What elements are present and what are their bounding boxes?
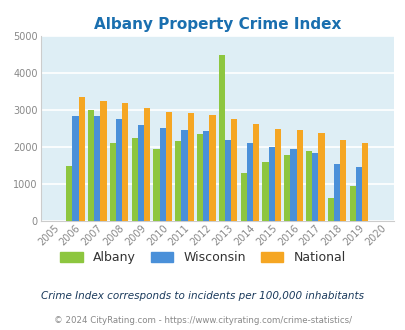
Bar xyxy=(339,140,345,221)
Bar xyxy=(355,167,361,221)
Bar xyxy=(153,149,159,221)
Bar xyxy=(165,112,172,221)
Bar xyxy=(72,116,79,221)
Text: Crime Index corresponds to incidents per 100,000 inhabitants: Crime Index corresponds to incidents per… xyxy=(41,291,364,301)
Text: © 2024 CityRating.com - https://www.cityrating.com/crime-statistics/: © 2024 CityRating.com - https://www.city… xyxy=(54,316,351,325)
Bar xyxy=(296,130,302,221)
Bar xyxy=(252,124,258,221)
Bar xyxy=(66,166,72,221)
Bar xyxy=(327,198,333,221)
Title: Albany Property Crime Index: Albany Property Crime Index xyxy=(93,17,340,32)
Bar xyxy=(209,115,215,221)
Bar xyxy=(131,138,137,221)
Legend: Albany, Wisconsin, National: Albany, Wisconsin, National xyxy=(55,246,350,269)
Bar xyxy=(144,108,150,221)
Bar xyxy=(110,144,116,221)
Bar xyxy=(361,143,367,221)
Bar xyxy=(224,140,230,221)
Bar xyxy=(268,147,274,221)
Bar xyxy=(203,131,209,221)
Bar xyxy=(196,134,203,221)
Bar xyxy=(305,151,311,221)
Bar xyxy=(318,133,324,221)
Bar xyxy=(274,129,280,221)
Bar xyxy=(284,154,290,221)
Bar xyxy=(159,128,165,221)
Bar xyxy=(218,55,224,221)
Bar xyxy=(137,125,144,221)
Bar xyxy=(262,162,268,221)
Bar xyxy=(116,118,122,221)
Bar xyxy=(240,173,246,221)
Bar xyxy=(311,153,318,221)
Bar xyxy=(100,101,106,221)
Bar xyxy=(187,113,193,221)
Bar xyxy=(290,149,296,221)
Bar xyxy=(246,144,252,221)
Bar xyxy=(230,119,237,221)
Bar xyxy=(88,110,94,221)
Bar xyxy=(349,185,355,221)
Bar xyxy=(79,97,85,221)
Bar xyxy=(181,130,187,221)
Bar xyxy=(175,141,181,221)
Bar xyxy=(94,116,100,221)
Bar xyxy=(333,164,339,221)
Bar xyxy=(122,103,128,221)
